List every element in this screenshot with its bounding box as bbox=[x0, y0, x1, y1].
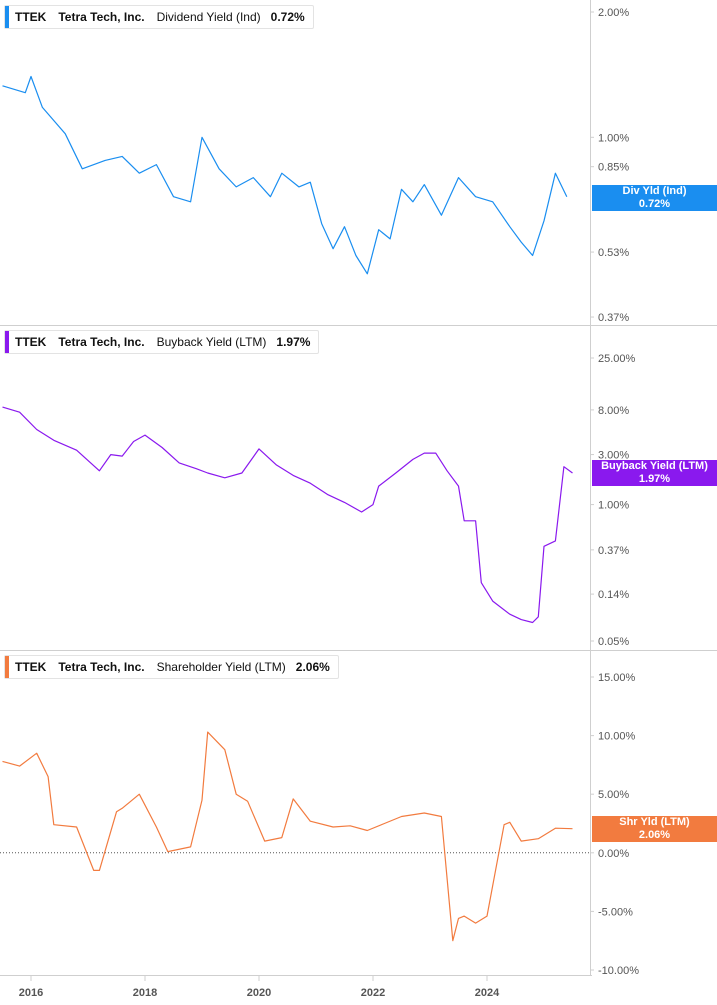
badge-value: 0.72% bbox=[638, 198, 671, 210]
y-tick-label: 25.00% bbox=[598, 353, 636, 365]
series-color-swatch bbox=[5, 6, 9, 28]
x-tick-label: 2020 bbox=[247, 987, 271, 999]
panel-1-header[interactable]: TTEK Tetra Tech, Inc. Dividend Yield (In… bbox=[4, 5, 314, 29]
ticker-label: TTEK bbox=[15, 335, 47, 349]
current-value: 1.97% bbox=[276, 335, 311, 349]
y-tick-label: 0.05% bbox=[598, 636, 629, 648]
badge-series-name: Shr Yld (LTM) bbox=[619, 816, 690, 828]
y-tick-label: 0.14% bbox=[598, 589, 629, 601]
series-line bbox=[2, 75, 568, 275]
panel-3-header[interactable]: TTEK Tetra Tech, Inc. Shareholder Yield … bbox=[4, 655, 339, 679]
series-color-swatch bbox=[5, 331, 9, 353]
series-line bbox=[2, 406, 573, 624]
badge-series-name: Buyback Yield (LTM) bbox=[601, 460, 708, 472]
y-tick-label: -5.00% bbox=[598, 906, 633, 918]
company-label: Tetra Tech, Inc. bbox=[58, 335, 145, 349]
x-tick-label: 2022 bbox=[361, 987, 385, 999]
ticker-label: TTEK bbox=[15, 660, 47, 674]
current-value: 0.72% bbox=[270, 10, 305, 24]
badge-value: 1.97% bbox=[638, 473, 671, 485]
buyback-yield-badge: Buyback Yield (LTM) 1.97% bbox=[592, 460, 717, 486]
y-tick-label: 0.37% bbox=[598, 312, 629, 324]
shareholder-yield-badge: Shr Yld (LTM) 2.06% bbox=[592, 816, 717, 842]
y-tick-label: 2.00% bbox=[598, 7, 629, 19]
y-tick-label: 8.00% bbox=[598, 405, 629, 417]
y-tick-label: 3.00% bbox=[598, 450, 629, 462]
badge-series-name: Div Yld (Ind) bbox=[622, 185, 687, 197]
metric-label: Shareholder Yield (LTM) bbox=[156, 660, 286, 674]
x-tick-label: 2016 bbox=[19, 987, 43, 999]
badge-value: 2.06% bbox=[638, 829, 671, 841]
y-tick-label: 1.00% bbox=[598, 132, 629, 144]
current-value: 2.06% bbox=[295, 660, 330, 674]
metric-label: Buyback Yield (LTM) bbox=[156, 335, 267, 349]
y-tick-label: 5.00% bbox=[598, 789, 629, 801]
y-tick-label: 1.00% bbox=[598, 500, 629, 512]
ticker-label: TTEK bbox=[15, 10, 47, 24]
series-color-swatch bbox=[5, 656, 9, 678]
y-tick-label: 0.37% bbox=[598, 545, 629, 557]
series-line bbox=[2, 731, 573, 942]
panel-2-header[interactable]: TTEK Tetra Tech, Inc. Buyback Yield (LTM… bbox=[4, 330, 320, 354]
y-tick-label: 15.00% bbox=[598, 672, 636, 684]
company-label: Tetra Tech, Inc. bbox=[58, 10, 145, 24]
x-tick-label: 2024 bbox=[475, 987, 500, 999]
y-tick-label: 0.53% bbox=[598, 247, 629, 259]
y-tick-label: -10.00% bbox=[598, 965, 639, 977]
y-tick-label: 0.00% bbox=[598, 848, 629, 860]
y-tick-label: 10.00% bbox=[598, 731, 636, 743]
x-tick-label: 2018 bbox=[133, 987, 157, 999]
y-tick-label: 0.85% bbox=[598, 162, 629, 174]
metric-label: Dividend Yield (Ind) bbox=[156, 10, 261, 24]
div-yield-badge: Div Yld (Ind) 0.72% bbox=[592, 185, 717, 211]
company-label: Tetra Tech, Inc. bbox=[58, 660, 145, 674]
